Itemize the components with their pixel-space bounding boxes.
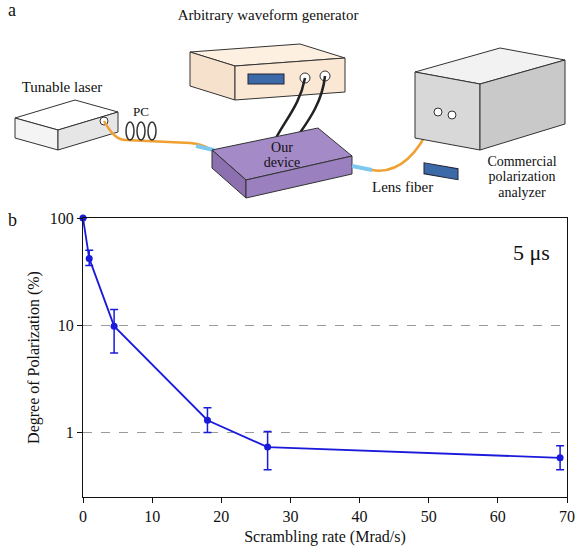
svg-text:Degree of Polarization (%): Degree of Polarization (%) bbox=[25, 271, 43, 444]
svg-text:100: 100 bbox=[50, 210, 74, 227]
svg-text:10: 10 bbox=[58, 317, 74, 334]
svg-text:Commercialpolarizationanalyzer: Commercialpolarizationanalyzer bbox=[487, 154, 556, 200]
svg-text:60: 60 bbox=[490, 508, 506, 525]
svg-text:30: 30 bbox=[282, 508, 298, 525]
svg-text:10: 10 bbox=[144, 508, 160, 525]
svg-text:Scrambling rate (Mrad/s): Scrambling rate (Mrad/s) bbox=[244, 528, 406, 546]
svg-text:20: 20 bbox=[213, 508, 229, 525]
svg-text:1: 1 bbox=[66, 424, 74, 441]
svg-text:PC: PC bbox=[133, 104, 149, 119]
svg-text:b: b bbox=[8, 210, 17, 230]
svg-text:0: 0 bbox=[79, 508, 87, 525]
svg-text:40: 40 bbox=[352, 508, 368, 525]
svg-text:Ourdevice: Ourdevice bbox=[264, 140, 301, 170]
svg-text:5 μs: 5 μs bbox=[513, 240, 550, 265]
svg-text:Lens fiber: Lens fiber bbox=[372, 179, 433, 195]
svg-text:Arbitrary waveform generator: Arbitrary waveform generator bbox=[178, 7, 359, 23]
svg-text:70: 70 bbox=[559, 508, 575, 525]
svg-text:a: a bbox=[8, 0, 16, 20]
svg-text:Tunable laser: Tunable laser bbox=[22, 79, 103, 95]
svg-text:50: 50 bbox=[421, 508, 437, 525]
